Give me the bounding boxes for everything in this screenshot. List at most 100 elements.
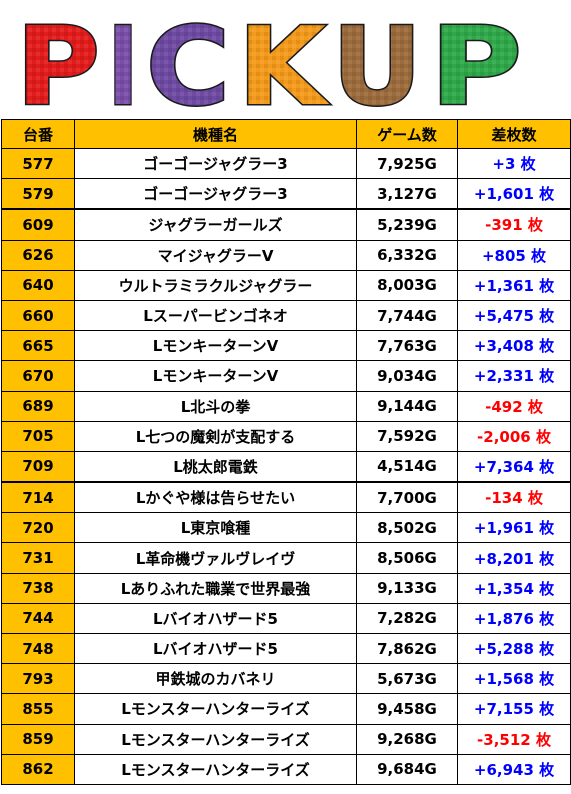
game-count-cell: 8,506G: [356, 542, 458, 574]
game-count-cell: 9,684G: [356, 753, 458, 785]
coin-difference-cell: +1,601 枚: [457, 178, 571, 210]
game-count-cell: 3,127G: [356, 178, 458, 210]
coin-difference-cell: +3,408 枚: [457, 330, 571, 362]
coin-difference-cell: -492 枚: [457, 390, 571, 422]
machine-number-cell: 660: [1, 299, 75, 332]
logo-letter: UU: [331, 4, 424, 119]
logo-letter: PP: [429, 4, 524, 119]
table-row: 577 ゴーゴージャグラー3 7,925G +3 枚: [1, 147, 571, 180]
machine-number-cell: 705: [1, 420, 75, 452]
svg-text:P: P: [430, 5, 522, 118]
game-count-cell: 9,144G: [356, 390, 458, 422]
table-row: 579 ゴーゴージャグラー3 3,127G +1,601 枚: [1, 178, 571, 210]
game-count-cell: 5,673G: [356, 663, 458, 695]
machine-name-cell: 甲鉄城のカバネリ: [74, 663, 357, 695]
table-header-row: 台番 機種名 ゲーム数 差枚数: [1, 119, 571, 149]
game-count-cell: 4,514G: [356, 450, 458, 483]
machine-number-cell: 862: [1, 753, 75, 785]
coin-difference-cell: +1,354 枚: [457, 572, 571, 604]
machine-name-cell: Lモンスターハンターライズ: [74, 723, 357, 755]
machine-number-cell: 670: [1, 360, 75, 392]
machine-name-cell: L東京喰種: [74, 512, 357, 544]
table-row: 731 L革命機ヴァルヴレイヴ 8,506G +8,201 枚: [1, 542, 571, 574]
machine-name-cell: L北斗の拳: [74, 390, 357, 422]
svg-text:U: U: [332, 5, 422, 118]
svg-text:I: I: [108, 5, 138, 118]
logo-letter: CC: [145, 4, 232, 119]
coin-difference-cell: +805 枚: [457, 239, 571, 271]
machine-name-cell: LモンキーターンV: [74, 360, 357, 392]
game-count-cell: 9,133G: [356, 572, 458, 604]
logo-letter: PP: [15, 4, 102, 119]
header-machine-number: 台番: [1, 119, 75, 149]
coin-difference-cell: +7,364 枚: [457, 450, 571, 483]
machine-number-cell: 744: [1, 602, 75, 635]
table-row: 748 Lバイオハザード5 7,862G +5,288 枚: [1, 632, 571, 665]
table-row: 744 Lバイオハザード5 7,282G +1,876 枚: [1, 602, 571, 635]
table-row: 793 甲鉄城のカバネリ 5,673G +1,568 枚: [1, 663, 571, 695]
header-machine-name: 機種名: [74, 119, 357, 149]
machine-number-cell: 748: [1, 632, 75, 665]
game-count-cell: 7,925G: [356, 147, 458, 180]
header-coin-difference: 差枚数: [457, 119, 571, 149]
machine-name-cell: ウルトラミラクルジャグラー: [74, 269, 357, 301]
table-row: 720 L東京喰種 8,502G +1,961 枚: [1, 512, 571, 544]
coin-difference-cell: +2,331 枚: [457, 360, 571, 392]
machine-number-cell: 665: [1, 330, 75, 362]
svg-text:K: K: [238, 5, 329, 118]
logo-letter: KK: [237, 4, 331, 119]
table-row: 709 L桃太郎電鉄 4,514G +7,364 枚: [1, 450, 571, 483]
table-row: 609 ジャグラーガールズ 5,239G -391 枚: [1, 208, 571, 241]
coin-difference-cell: +8,201 枚: [457, 542, 571, 574]
machine-name-cell: L七つの魔剣が支配する: [74, 420, 357, 452]
machine-name-cell: ゴーゴージャグラー3: [74, 147, 357, 180]
svg-text:K: K: [238, 5, 329, 118]
table-row: 855 Lモンスターハンターライズ 9,458G +7,155 枚: [1, 693, 571, 725]
table-row: 859 Lモンスターハンターライズ 9,268G -3,512 枚: [1, 723, 571, 755]
machine-number-cell: 709: [1, 450, 75, 483]
machine-name-cell: ジャグラーガールズ: [74, 208, 357, 241]
table-row: 862 Lモンスターハンターライズ 9,684G +6,943 枚: [1, 753, 571, 785]
table-row: 689 L北斗の拳 9,144G -492 枚: [1, 390, 571, 422]
game-count-cell: 8,003G: [356, 269, 458, 301]
game-count-cell: 7,282G: [356, 602, 458, 635]
coin-difference-cell: -391 枚: [457, 208, 571, 241]
machine-name-cell: Lモンスターハンターライズ: [74, 753, 357, 785]
machine-name-cell: L桃太郎電鉄: [74, 450, 357, 483]
table-row: 670 LモンキーターンV 9,034G +2,331 枚: [1, 360, 571, 392]
game-count-cell: 7,744G: [356, 299, 458, 332]
machine-number-cell: 793: [1, 663, 75, 695]
machine-number-cell: 579: [1, 178, 75, 210]
table-row: 665 LモンキーターンV 7,763G +3,408 枚: [1, 330, 571, 362]
svg-text:C: C: [146, 5, 230, 118]
game-count-cell: 8,502G: [356, 512, 458, 544]
machine-name-cell: ゴーゴージャグラー3: [74, 178, 357, 210]
machine-name-cell: Lモンスターハンターライズ: [74, 693, 357, 725]
coin-difference-cell: +5,475 枚: [457, 299, 571, 332]
coin-difference-cell: -134 枚: [457, 481, 571, 514]
svg-text:P: P: [16, 5, 100, 118]
machine-number-cell: 689: [1, 390, 75, 422]
svg-text:C: C: [146, 5, 230, 118]
game-count-cell: 9,268G: [356, 723, 458, 755]
game-count-cell: 7,862G: [356, 632, 458, 665]
machine-number-cell: 720: [1, 512, 75, 544]
pickup-logo: PP II CC KK UU PP: [15, 4, 524, 119]
coin-difference-cell: +1,568 枚: [457, 663, 571, 695]
coin-difference-cell: -2,006 枚: [457, 420, 571, 452]
game-count-cell: 9,034G: [356, 360, 458, 392]
machine-number-cell: 859: [1, 723, 75, 755]
table-row: 705 L七つの魔剣が支配する 7,592G -2,006 枚: [1, 420, 571, 452]
game-count-cell: 7,763G: [356, 330, 458, 362]
coin-difference-cell: +1,961 枚: [457, 512, 571, 544]
coin-difference-cell: +5,288 枚: [457, 632, 571, 665]
game-count-cell: 9,458G: [356, 693, 458, 725]
machine-number-cell: 640: [1, 269, 75, 301]
coin-difference-cell: +1,876 枚: [457, 602, 571, 635]
logo-letter: II: [107, 4, 140, 119]
machine-number-cell: 714: [1, 481, 75, 514]
machine-number-cell: 577: [1, 147, 75, 180]
machine-name-cell: L革命機ヴァルヴレイヴ: [74, 542, 357, 574]
